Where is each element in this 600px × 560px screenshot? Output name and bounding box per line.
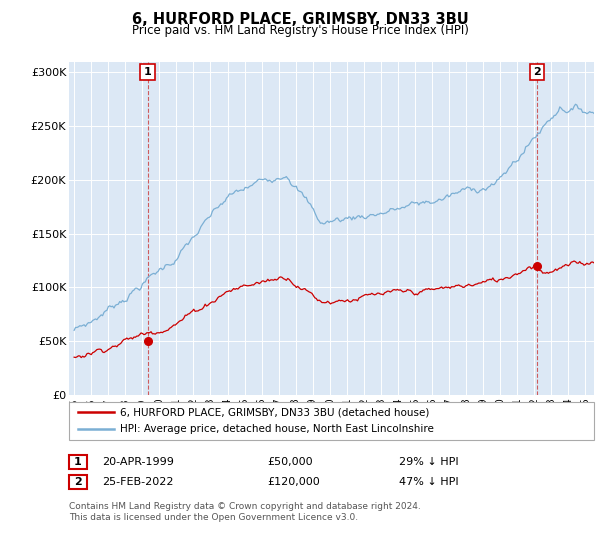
Text: £120,000: £120,000	[267, 477, 320, 487]
Text: 1: 1	[74, 457, 82, 467]
Text: 25-FEB-2022: 25-FEB-2022	[102, 477, 173, 487]
Text: Contains HM Land Registry data © Crown copyright and database right 2024.
This d: Contains HM Land Registry data © Crown c…	[69, 502, 421, 522]
Text: 1: 1	[144, 67, 151, 77]
Text: HPI: Average price, detached house, North East Lincolnshire: HPI: Average price, detached house, Nort…	[120, 424, 434, 434]
Text: 47% ↓ HPI: 47% ↓ HPI	[399, 477, 458, 487]
Text: 29% ↓ HPI: 29% ↓ HPI	[399, 457, 458, 467]
Text: £50,000: £50,000	[267, 457, 313, 467]
Text: Price paid vs. HM Land Registry's House Price Index (HPI): Price paid vs. HM Land Registry's House …	[131, 24, 469, 37]
Text: 6, HURFORD PLACE, GRIMSBY, DN33 3BU (detached house): 6, HURFORD PLACE, GRIMSBY, DN33 3BU (det…	[120, 407, 430, 417]
Text: 6, HURFORD PLACE, GRIMSBY, DN33 3BU: 6, HURFORD PLACE, GRIMSBY, DN33 3BU	[131, 12, 469, 27]
Text: 2: 2	[74, 477, 82, 487]
Text: 20-APR-1999: 20-APR-1999	[102, 457, 174, 467]
Text: 2: 2	[533, 67, 541, 77]
